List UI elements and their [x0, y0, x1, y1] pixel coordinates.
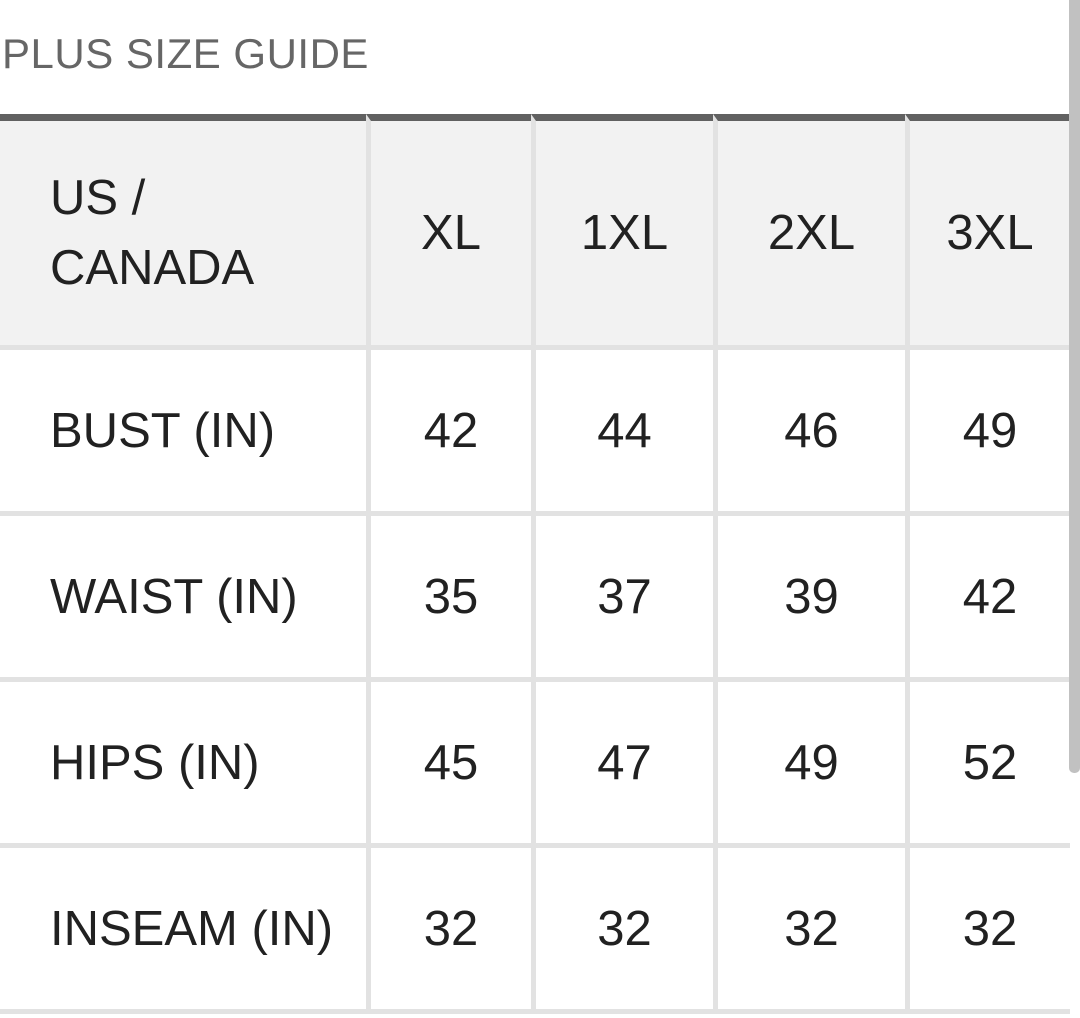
vertical-scrollbar-thumb[interactable]: [1069, 0, 1080, 773]
value-cell-hips-3xl: 52: [905, 682, 1070, 848]
size-table-header-row: US / CANADA XL 1XL 2XL 3XL: [0, 114, 1070, 350]
header-cell-region: US / CANADA: [0, 114, 366, 350]
header-cell-size-1xl: 1XL: [531, 114, 713, 350]
header-cell-size-xl: XL: [366, 114, 531, 350]
value-cell-waist-xl: 35: [366, 516, 531, 682]
row-label-inseam: INSEAM (IN): [0, 848, 366, 1014]
value-cell-hips-2xl: 49: [713, 682, 905, 848]
header-cell-size-2xl: 2XL: [713, 114, 905, 350]
row-label-bust: BUST (IN): [0, 350, 366, 516]
value-cell-bust-2xl: 46: [713, 350, 905, 516]
value-cell-bust-xl: 42: [366, 350, 531, 516]
value-cell-inseam-xl: 32: [366, 848, 531, 1014]
value-cell-inseam-2xl: 32: [713, 848, 905, 1014]
header-cell-size-3xl: 3XL: [905, 114, 1070, 350]
value-cell-bust-1xl: 44: [531, 350, 713, 516]
table-row-bust: BUST (IN) 42 44 46 49: [0, 350, 1070, 516]
table-row-hips: HIPS (IN) 45 47 49 52: [0, 682, 1070, 848]
value-cell-waist-1xl: 37: [531, 516, 713, 682]
value-cell-waist-2xl: 39: [713, 516, 905, 682]
table-row-waist: WAIST (IN) 35 37 39 42: [0, 516, 1070, 682]
table-row-inseam: INSEAM (IN) 32 32 32 32: [0, 848, 1070, 1014]
value-cell-hips-xl: 45: [366, 682, 531, 848]
size-table: US / CANADA XL 1XL 2XL 3XL BUST (IN) 42 …: [0, 114, 1070, 1014]
value-cell-inseam-3xl: 32: [905, 848, 1070, 1014]
page-title: PLUS SIZE GUIDE: [2, 30, 369, 77]
row-label-waist: WAIST (IN): [0, 516, 366, 682]
value-cell-inseam-1xl: 32: [531, 848, 713, 1014]
value-cell-waist-3xl: 42: [905, 516, 1070, 682]
value-cell-bust-3xl: 49: [905, 350, 1070, 516]
row-label-hips: HIPS (IN): [0, 682, 366, 848]
value-cell-hips-1xl: 47: [531, 682, 713, 848]
